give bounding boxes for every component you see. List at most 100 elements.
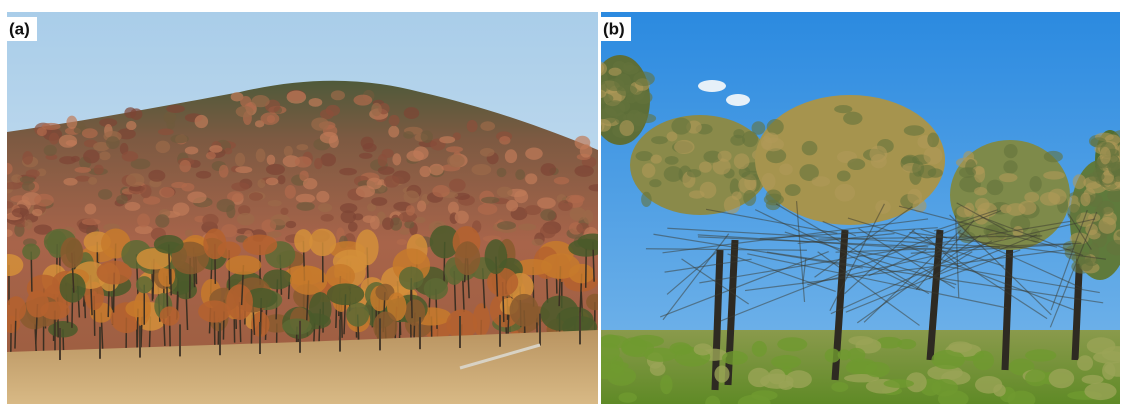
crown-texture [1080,192,1091,207]
hill-texture [452,132,461,141]
shrub [972,350,995,371]
crown-texture [843,111,863,125]
hill-texture [48,132,60,145]
hill-texture [392,153,402,166]
branch [829,203,885,312]
shrub [1081,374,1104,384]
hill-texture [539,224,557,239]
hill-texture [187,191,207,204]
hill-texture [339,203,358,214]
hill-texture [477,203,498,215]
hill-texture [170,134,189,144]
branch [653,233,863,269]
hill-texture [33,224,52,235]
crown-texture [717,150,732,162]
hill-texture [65,140,78,147]
shrub [831,381,849,392]
shrub [660,374,673,395]
hill-texture [140,184,152,199]
hill-texture [481,196,500,204]
hill-texture [308,97,323,107]
hill-texture [347,221,358,232]
label-box [7,17,37,41]
shrub [606,366,637,386]
hill-texture [105,136,120,149]
crown-texture [834,105,853,114]
hill-texture [358,152,373,159]
crown-texture [765,199,781,211]
branch [807,218,1096,286]
crown-texture [649,179,662,188]
branch [699,220,1072,284]
crown-texture [641,163,656,178]
photo-a [7,12,598,404]
shrub [1077,355,1094,371]
hill-texture [496,221,517,230]
hill-texture [230,92,244,102]
tree-crown [59,273,86,303]
crown-texture [619,120,635,137]
tree-crown [290,265,328,295]
hill-texture [19,175,35,184]
branch [936,249,1021,282]
crown-texture [703,150,722,163]
tree-crown [309,291,332,326]
hill-texture [184,229,193,237]
crown-texture [765,148,787,164]
hill-texture [366,203,377,212]
hill-texture [83,149,100,164]
hill-texture [448,178,466,192]
crown-texture [923,146,943,165]
hill-texture [99,118,118,128]
shrub [1084,382,1117,401]
crown-texture [762,137,785,152]
tree-crown [423,278,448,300]
hill-texture [130,108,143,120]
hill-texture [371,197,388,206]
hill-texture [504,149,518,164]
shrub [905,372,927,393]
hill-texture [24,219,33,230]
branch [797,232,895,245]
tree-crown [60,237,84,269]
hill-texture [238,205,251,216]
branch [925,236,960,267]
crown-texture [998,173,1018,183]
crown-texture [912,199,927,213]
branch [747,253,1007,309]
shrub [643,347,677,362]
shrub [714,365,730,383]
hill-texture [403,131,414,139]
hill-texture [221,224,238,238]
branch [956,202,1008,232]
crown-texture [616,84,638,96]
crown-texture [1003,143,1018,159]
crown-texture [1101,171,1115,184]
hill-texture [11,207,30,218]
tree-crown [540,253,581,279]
hill-texture [540,209,556,221]
tree-crown [375,283,395,301]
crown-texture [671,117,691,135]
crown-texture [637,113,657,124]
crown-texture [601,63,605,74]
branch [795,201,806,303]
branch [933,209,998,232]
tree-crown [577,233,598,250]
crown-texture [686,169,702,178]
hill-texture [377,166,395,175]
crown-texture [959,176,981,193]
branch [662,233,730,321]
hill-texture [405,205,415,216]
shrub [768,368,786,385]
hill-texture [320,153,337,167]
tree-crown [294,229,313,253]
hill-texture [280,207,289,216]
hill-texture [99,151,111,161]
shrub [621,337,647,356]
hill-texture [429,163,444,176]
hill-texture [130,158,151,170]
hill-texture [240,96,252,108]
crown-texture [799,164,819,181]
